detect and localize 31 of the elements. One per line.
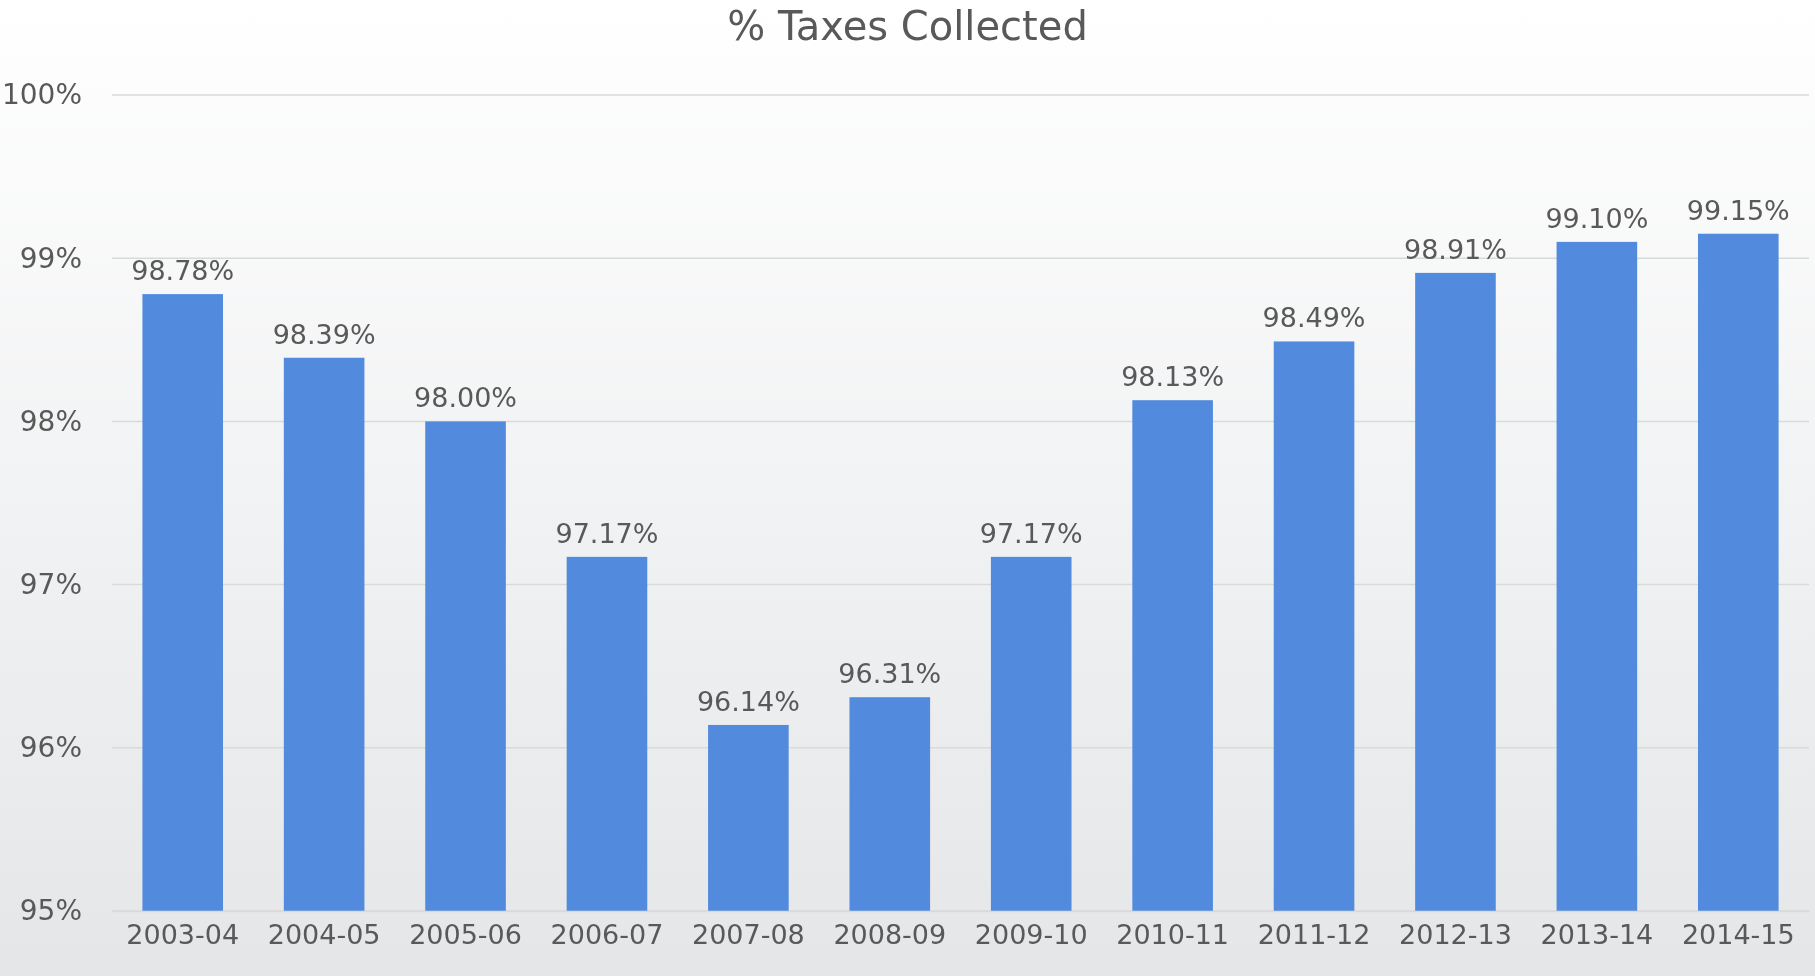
y-tick-label: 97% [19, 568, 82, 602]
data-label: 96.31% [838, 658, 942, 690]
x-tick-label: 2008-09 [833, 919, 947, 951]
y-tick-label: 95% [19, 894, 82, 928]
data-label: 97.17% [555, 517, 659, 549]
x-tick-label: 2003-04 [126, 919, 240, 951]
data-label: 96.14% [696, 685, 800, 717]
data-label: 98.49% [1262, 302, 1366, 334]
x-tick-label: 2005-06 [409, 919, 522, 951]
x-tick-label: 2013-14 [1540, 919, 1654, 951]
data-label: 98.78% [131, 255, 235, 287]
x-tick-label: 2012-13 [1399, 919, 1512, 951]
x-tick-label: 2009-10 [974, 919, 1088, 951]
x-tick-label: 2004-05 [267, 919, 381, 951]
x-tick-label: 2014-15 [1681, 919, 1795, 951]
y-tick-label: 99% [19, 241, 82, 275]
y-tick-label: 100% [1, 78, 82, 112]
y-tick-label: 98% [19, 404, 82, 438]
data-label: 98.13% [1121, 361, 1225, 393]
x-tick-label: 2011-12 [1257, 919, 1371, 951]
data-label: 99.10% [1545, 202, 1649, 234]
x-tick-label: 2010-11 [1116, 919, 1230, 951]
x-tick-label: 2006-07 [550, 919, 664, 951]
x-tick-label: 2007-08 [691, 919, 805, 951]
data-label: 99.15% [1686, 194, 1790, 226]
chart-title: % Taxes Collected [727, 3, 1088, 49]
data-label: 98.91% [1403, 233, 1507, 265]
data-label: 98.00% [414, 382, 518, 414]
data-label: 98.39% [272, 318, 376, 350]
y-tick-label: 96% [19, 731, 82, 765]
data-label: 97.17% [979, 517, 1083, 549]
